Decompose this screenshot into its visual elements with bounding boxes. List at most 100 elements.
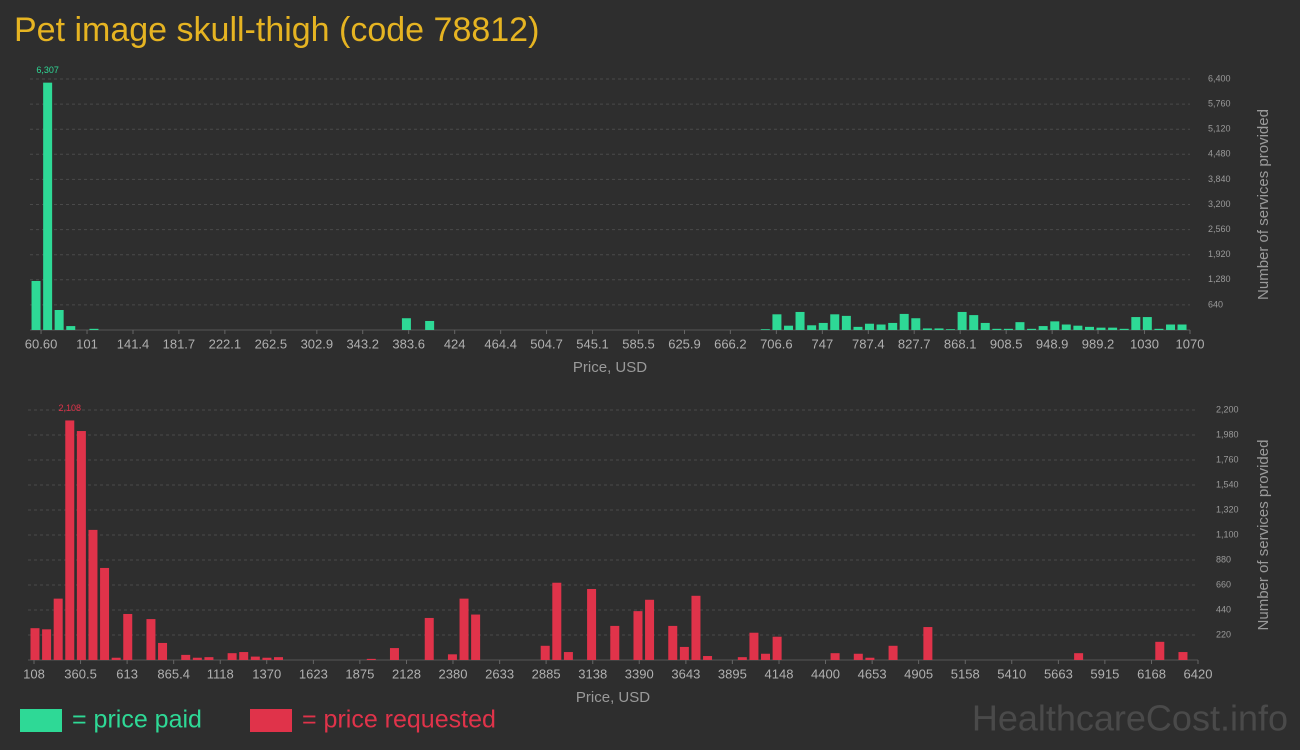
bar xyxy=(192,657,202,660)
bar xyxy=(1178,652,1188,660)
bar xyxy=(366,658,376,660)
bar xyxy=(1038,326,1048,330)
y-tick-label: 4,480 xyxy=(1208,149,1231,159)
bar xyxy=(100,567,110,660)
bar xyxy=(471,614,481,660)
y-axis-title: Number of services provided xyxy=(1255,109,1272,300)
bar xyxy=(587,588,597,660)
x-tick-label: 989.2 xyxy=(1082,336,1115,351)
bar xyxy=(425,320,435,330)
bar xyxy=(389,648,399,660)
bar xyxy=(853,653,863,660)
y-tick-label: 440 xyxy=(1216,604,1231,614)
x-tick-label: 5915 xyxy=(1090,666,1119,681)
bar xyxy=(760,329,770,330)
bar xyxy=(633,611,643,660)
bar xyxy=(552,582,562,660)
page-title: Pet image skull-thigh (code 78812) xyxy=(14,11,539,49)
bar xyxy=(737,657,747,660)
bar xyxy=(123,613,133,660)
bar xyxy=(262,657,272,660)
y-tick-label: 2,560 xyxy=(1208,224,1231,234)
bar xyxy=(1061,324,1071,330)
bar xyxy=(980,322,990,330)
x-tick-label: 1875 xyxy=(345,666,374,681)
bar xyxy=(459,598,469,660)
bar xyxy=(540,645,550,660)
bar xyxy=(1155,641,1165,660)
bar xyxy=(1142,317,1152,330)
x-tick-label: 747 xyxy=(811,336,833,351)
bar xyxy=(563,652,573,660)
bar xyxy=(946,329,956,330)
bar xyxy=(239,652,249,660)
bar xyxy=(645,599,655,660)
x-axis-title: Price, USD xyxy=(576,689,650,706)
bar xyxy=(922,328,932,330)
x-tick-label: 3643 xyxy=(671,666,700,681)
bar xyxy=(888,322,898,330)
bar xyxy=(53,598,63,660)
bar xyxy=(204,657,214,660)
x-tick-label: 613 xyxy=(116,666,138,681)
bar xyxy=(795,311,805,330)
bar xyxy=(749,632,759,660)
bar xyxy=(668,625,678,660)
bar xyxy=(807,325,817,330)
y-tick-label: 220 xyxy=(1216,629,1231,639)
y-tick-label: 880 xyxy=(1216,554,1231,564)
bar xyxy=(761,653,771,660)
legend-label: = price paid xyxy=(72,706,202,734)
bar xyxy=(841,315,851,330)
bar xyxy=(1177,324,1187,330)
bar xyxy=(1108,327,1118,330)
bar xyxy=(30,628,40,660)
bar xyxy=(784,325,794,330)
x-tick-label: 5158 xyxy=(951,666,980,681)
value-label: 6,307 xyxy=(36,65,59,75)
x-tick-label: 302.9 xyxy=(301,336,334,351)
x-tick-label: 3895 xyxy=(718,666,747,681)
y-tick-label: 5,120 xyxy=(1208,124,1231,134)
x-tick-label: 948.9 xyxy=(1036,336,1069,351)
bar xyxy=(992,328,1002,330)
legend-label: = price requested xyxy=(302,706,496,734)
x-tick-label: 4905 xyxy=(904,666,933,681)
y-tick-label: 1,280 xyxy=(1208,274,1231,284)
x-tick-label: 706.6 xyxy=(760,336,793,351)
bar xyxy=(424,617,434,660)
bar xyxy=(876,324,886,330)
x-tick-label: 360.5 xyxy=(64,666,97,681)
bar xyxy=(911,318,921,330)
x-tick-label: 787.4 xyxy=(852,336,885,351)
x-tick-label: 865.4 xyxy=(157,666,190,681)
value-label: 2,108 xyxy=(59,403,82,413)
y-tick-label: 1,100 xyxy=(1216,529,1239,539)
x-tick-label: 343.2 xyxy=(346,336,379,351)
y-tick-label: 5,760 xyxy=(1208,98,1231,108)
bar xyxy=(957,311,967,330)
y-tick-label: 1,760 xyxy=(1216,454,1239,464)
bar xyxy=(1074,653,1084,660)
bar xyxy=(76,431,86,660)
bar xyxy=(679,646,689,660)
x-tick-label: 222.1 xyxy=(209,336,242,351)
bar xyxy=(818,322,828,330)
x-tick-label: 60.60 xyxy=(25,336,58,351)
watermark: HealthcareCost.info xyxy=(972,698,1288,739)
bar xyxy=(853,326,863,330)
y-tick-label: 6,400 xyxy=(1208,73,1231,83)
bar xyxy=(1015,322,1025,330)
bar xyxy=(610,625,620,660)
bar xyxy=(158,642,168,660)
x-tick-label: 666.2 xyxy=(714,336,747,351)
x-tick-label: 545.1 xyxy=(576,336,609,351)
x-tick-label: 3390 xyxy=(625,666,654,681)
x-tick-label: 1030 xyxy=(1130,336,1159,351)
x-tick-label: 908.5 xyxy=(990,336,1023,351)
x-tick-label: 827.7 xyxy=(898,336,931,351)
bar xyxy=(1096,327,1106,330)
x-tick-label: 6420 xyxy=(1184,666,1213,681)
bar xyxy=(772,314,782,330)
